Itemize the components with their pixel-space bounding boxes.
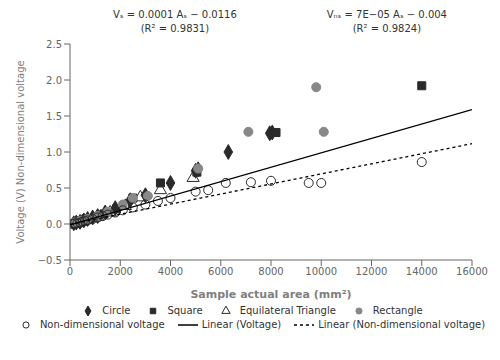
html-text:Linear (Non-dimensional voltag: Linear (Non-dimensional voltage): [318, 319, 486, 330]
svg-text:16000: 16000: [456, 266, 488, 277]
svg-text:0.0: 0.0: [46, 219, 62, 230]
html-text:Vₛ = 0.0001 Aₛ − 0.0116: Vₛ = 0.0001 Aₛ − 0.0116: [113, 9, 237, 20]
svg-text:6000: 6000: [208, 266, 233, 277]
html-text:Equilateral Triangle: Equilateral Triangle: [239, 305, 336, 316]
html-text:Linear (Voltage): Linear (Voltage): [201, 319, 282, 330]
svg-text:0: 0: [67, 266, 73, 277]
html-text:Non-dimensional voltage: Non-dimensional voltage: [39, 319, 165, 330]
svg-text:8000: 8000: [258, 266, 283, 277]
html-text:(R² = 0.9831): (R² = 0.9831): [140, 23, 210, 34]
svg-text:Sample actual area (mm²): Sample actual area (mm²): [190, 288, 351, 301]
svg-text:−0.5: −0.5: [38, 255, 62, 266]
svg-text:1.5: 1.5: [46, 111, 62, 122]
html-text:(R² = 0.9824): (R² = 0.9824): [352, 23, 422, 34]
html-text:Circle: Circle: [102, 305, 131, 316]
svg-text:2000: 2000: [108, 266, 133, 277]
svg-text:Voltage (V) Non-dimensional vo: Voltage (V) Non-dimensional voltage: [15, 60, 26, 243]
svg-text:0.5: 0.5: [46, 183, 62, 194]
svg-text:2.5: 2.5: [46, 39, 62, 50]
html-text:Rectangle: Rectangle: [372, 305, 423, 316]
html-text:Square: Square: [167, 305, 203, 316]
svg-text:14000: 14000: [406, 266, 438, 277]
html-text:Vₙₛ = 7E−05 Aₛ − 0.004: Vₙₛ = 7E−05 Aₛ − 0.004: [326, 9, 447, 20]
svg-text:1.0: 1.0: [46, 147, 62, 158]
svg-text:4000: 4000: [158, 266, 183, 277]
svg-text:10000: 10000: [305, 266, 337, 277]
svg-text:12000: 12000: [356, 266, 388, 277]
svg-text:2.0: 2.0: [46, 75, 62, 86]
